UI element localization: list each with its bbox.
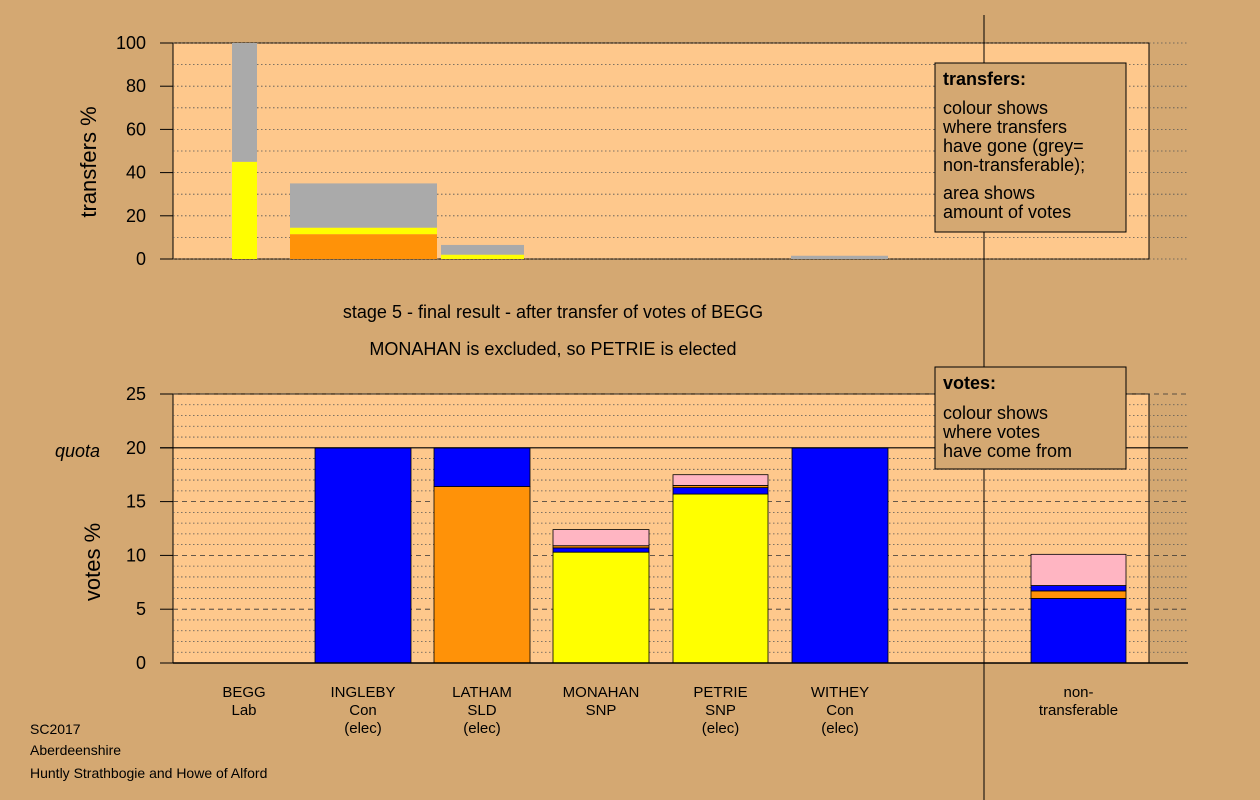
- category-label: PETRIE: [693, 684, 747, 701]
- category-label: (elec): [821, 720, 859, 737]
- transfers-legend-text: where transfers: [942, 117, 1067, 137]
- category-label: BEGG: [222, 684, 265, 701]
- transfers-y-tick-label: 0: [136, 249, 146, 269]
- category-label: MONAHAN: [563, 684, 640, 701]
- votes-bar-segment-yellow: [552, 551, 650, 664]
- votes-y-tick-label: 20: [126, 438, 146, 458]
- votes-bar-segment-blue: [314, 447, 412, 664]
- category-label: SNP: [705, 702, 736, 719]
- votes-bar-segment-blue: [1030, 585, 1127, 592]
- votes-bars: [160, 447, 1188, 664]
- votes-y-axis: 0 5 10 15 20 25: [126, 384, 173, 673]
- transfers-y-axis: 0 20 40 60 80 100: [116, 33, 173, 269]
- quota-label: quota: [55, 441, 100, 461]
- transfers-y-axis-label: transfers %: [76, 106, 101, 217]
- transfers-y-tick-label: 40: [126, 163, 146, 183]
- votes-bar-segment-blue: [1030, 598, 1127, 664]
- votes-legend-text: have come from: [943, 441, 1072, 461]
- transfers-bar-segment-grey: [441, 244, 524, 255]
- votes-y-tick-label: 10: [126, 545, 146, 565]
- transfers-y-tick-label: 20: [126, 206, 146, 226]
- category-label: WITHEY: [811, 684, 869, 701]
- category-label: Con: [826, 702, 854, 719]
- votes-legend-text: colour shows: [943, 403, 1048, 423]
- votes-legend-text: where votes: [942, 422, 1040, 442]
- footer-line-2: Aberdeenshire: [30, 742, 122, 758]
- votes-y-tick-label: 25: [126, 384, 146, 404]
- transfers-bars: [232, 43, 888, 259]
- chart-title-line1: stage 5 - final result - after transfer …: [343, 302, 763, 322]
- footer-line-1: SC2017: [30, 721, 81, 737]
- transfers-bar-segment-grey: [791, 255, 888, 259]
- category-labels: BEGGLabINGLEBYCon(elec)LATHAMSLD(elec)MO…: [222, 684, 1118, 737]
- votes-y-tick-label: 5: [136, 599, 146, 619]
- transfers-y-tick-label: 80: [126, 76, 146, 96]
- votes-bar-segment-pink: [1030, 553, 1127, 586]
- votes-bar-segment-orange: [1030, 590, 1127, 599]
- votes-y-tick-label: 15: [126, 492, 146, 512]
- votes-bar-segment-blue: [791, 447, 889, 664]
- votes-bar-segment-orange: [433, 486, 531, 664]
- transfers-bar-segment-yellow: [290, 227, 437, 235]
- transfers-bar-segment-yellow: [441, 254, 524, 259]
- transfers-legend-text: have gone (grey=: [943, 136, 1084, 156]
- transfers-bar-segment-grey: [290, 183, 437, 228]
- chart-title-line2: MONAHAN is excluded, so PETRIE is electe…: [369, 339, 736, 359]
- votes-bar-segment-blue: [552, 547, 650, 553]
- category-label: Lab: [231, 702, 256, 719]
- category-label: non-: [1063, 684, 1093, 701]
- transfers-legend-text: colour shows: [943, 98, 1048, 118]
- category-label: (elec): [344, 720, 382, 737]
- votes-bar-segment-blue: [672, 487, 769, 495]
- category-label: Con: [349, 702, 377, 719]
- transfers-bar-segment-orange: [290, 234, 437, 259]
- votes-y-tick-label: 0: [136, 653, 146, 673]
- category-label: SLD: [467, 702, 496, 719]
- transfers-bar-segment-yellow: [232, 161, 257, 259]
- footer-line-3: Huntly Strathbogie and Howe of Alford: [30, 765, 268, 781]
- category-label: (elec): [463, 720, 501, 737]
- votes-bar-segment-yellow: [672, 493, 769, 664]
- transfers-y-tick-label: 60: [126, 119, 146, 139]
- transfers-bar-segment-grey: [232, 43, 257, 162]
- category-label: SNP: [586, 702, 617, 719]
- transfers-legend-text: area shows: [943, 183, 1035, 203]
- category-label: INGLEBY: [330, 684, 395, 701]
- transfers-y-tick-label: 100: [116, 33, 146, 53]
- transfers-legend-text: amount of votes: [943, 202, 1071, 222]
- votes-bar-segment-blue: [433, 447, 531, 487]
- votes-bar-segment-pink: [672, 474, 769, 486]
- votes-y-axis-label: votes %: [80, 523, 105, 601]
- votes-bar-segment-pink: [552, 529, 650, 547]
- transfers-legend-title: transfers:: [943, 69, 1026, 89]
- transfers-legend-text: non-transferable);: [943, 155, 1085, 175]
- category-label: (elec): [702, 720, 740, 737]
- category-label: transferable: [1039, 702, 1118, 719]
- votes-legend-title: votes:: [943, 373, 996, 393]
- category-label: LATHAM: [452, 684, 512, 701]
